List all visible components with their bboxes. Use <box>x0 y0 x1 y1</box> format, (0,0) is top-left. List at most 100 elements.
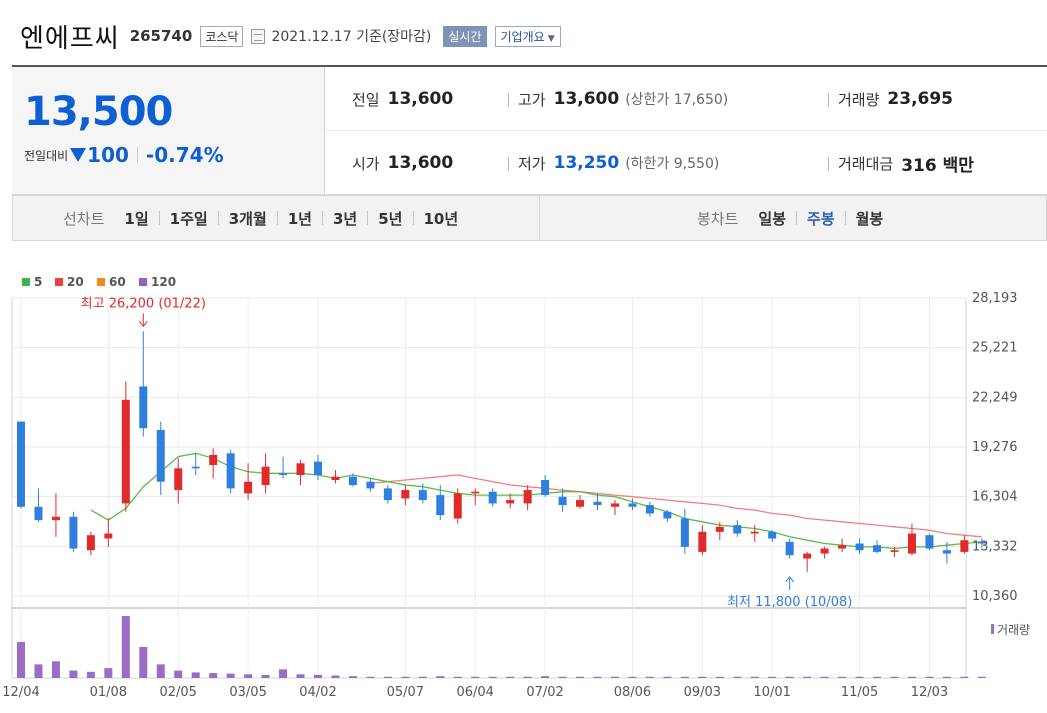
candle-body <box>244 481 253 494</box>
tab-3m[interactable]: 3개월 <box>228 209 267 228</box>
candle-body <box>925 535 934 549</box>
volume-bar <box>244 674 253 678</box>
volume-bar <box>803 676 812 678</box>
legend-label: 120 <box>151 275 176 289</box>
x-tick-label: 12/03 <box>911 685 948 700</box>
candle-body <box>733 525 742 534</box>
volume-bar <box>17 642 25 678</box>
volume-bar <box>366 676 375 678</box>
volume-bar <box>576 676 585 678</box>
realtime-button[interactable]: 실시간 <box>443 25 487 47</box>
tab-daily[interactable]: 일봉 <box>758 209 787 228</box>
divider <box>158 211 160 225</box>
tab-10y[interactable]: 10년 <box>423 209 459 228</box>
tab-weekly[interactable]: 주봉 <box>807 209 835 228</box>
volume-bar <box>680 676 689 678</box>
line-chart-tabs: 선차트 1일 1주일 3개월 1년 3년 5년 10년 <box>63 196 458 240</box>
volume-bar <box>698 676 707 678</box>
volume-bar <box>86 671 95 678</box>
volume-bar <box>925 676 934 678</box>
tab-1w[interactable]: 1주일 <box>169 209 208 228</box>
candle-body <box>366 481 375 489</box>
candle-body <box>86 535 95 551</box>
basis-text: 기준(장마감) <box>356 29 432 45</box>
tab-3y[interactable]: 3년 <box>333 209 358 228</box>
divider <box>276 211 278 225</box>
divider <box>136 147 138 163</box>
open-price: 시가 13,600 <box>352 131 453 195</box>
tab-1d[interactable]: 1일 <box>124 209 149 228</box>
candle-body <box>17 421 25 507</box>
price-chart: 28,193 25,221 22,249 19,276 16,304 13,332 10,3… <box>2 275 1030 700</box>
quote-cells: 전일 13,600 고가 13,600 (상한가 17,650) 거래량 23,… <box>326 67 1047 195</box>
volume-bar <box>279 669 288 678</box>
x-tick-label: 05/07 <box>387 685 424 700</box>
company-info-button[interactable]: 기업개요 ▼ <box>494 25 561 47</box>
volume-bar <box>873 676 882 678</box>
volume-bar <box>34 664 43 678</box>
volume-bar <box>261 674 270 678</box>
candle-body <box>104 533 113 539</box>
volume-bar <box>541 676 550 678</box>
volume-bar <box>191 672 200 678</box>
candle-body <box>209 454 218 465</box>
candle-body <box>977 541 986 544</box>
volume-bar <box>488 676 497 678</box>
candle-body <box>680 518 689 547</box>
tab-5y[interactable]: 5년 <box>378 209 403 228</box>
max-arrow-head <box>138 320 148 328</box>
volume-legend-label: 거래량 <box>997 623 1030 637</box>
y-tick-label: 22,249 <box>972 390 1018 405</box>
x-tick-label: 01/08 <box>90 685 127 700</box>
divider <box>508 157 509 171</box>
open-value: 13,600 <box>387 153 454 173</box>
candle-body <box>261 466 270 486</box>
volume-bar <box>610 676 619 678</box>
amount-label: 거래대금 <box>838 154 894 173</box>
volume-bar <box>348 676 357 678</box>
candle-body <box>698 531 707 552</box>
x-tick-label: 06/04 <box>456 685 493 700</box>
prev-label: 전일 <box>352 90 380 109</box>
legend-swatch <box>22 278 30 286</box>
company-info-label: 기업개요 <box>500 29 545 44</box>
tab-1y[interactable]: 1년 <box>287 209 312 228</box>
volume-bar <box>977 676 986 678</box>
volume-bar <box>593 676 602 678</box>
volume-bar <box>121 616 130 678</box>
volume-bar <box>436 676 445 678</box>
candle-body <box>226 453 235 489</box>
min-annotation: 최저 11,800 (10/08) <box>727 595 852 610</box>
high-label: 고가 <box>518 90 546 109</box>
y-tick-label: 10,360 <box>972 589 1018 604</box>
tab-monthly[interactable]: 월봉 <box>855 209 884 228</box>
volume-bar <box>523 676 532 678</box>
volume-bar <box>890 676 899 678</box>
candle-body <box>471 491 480 494</box>
candle-body <box>942 550 951 554</box>
volume-bar <box>768 676 777 678</box>
candle-body <box>610 503 619 507</box>
high-price: 고가 13,600 (상한가 17,650) <box>518 67 728 131</box>
candle-body <box>69 516 78 549</box>
volume-bar <box>156 664 165 678</box>
quote-panel: 13,500 전일대비 100 -0.74% 전일 13,600 고가 13,6… <box>12 65 1047 195</box>
divider <box>412 211 414 225</box>
candle-body <box>785 541 794 556</box>
stock-header: 엔에프씨 265740 코스닥 2021.12.17 기준(장마감) 실시간 기… <box>20 18 561 54</box>
divider <box>796 211 798 225</box>
legend-swatch <box>55 278 63 286</box>
volume-stat: 거래량 23,695 <box>838 67 953 131</box>
ma20-path <box>370 474 982 538</box>
prev-value: 13,600 <box>387 89 454 109</box>
chart-tabbar: 선차트 1일 1주일 3개월 1년 3년 5년 10년 봉차트 일봉 주봉 월봉 <box>12 195 1047 241</box>
x-tick-label: 02/05 <box>159 685 196 700</box>
candle-body <box>628 503 637 507</box>
candle-body <box>453 493 462 519</box>
divider <box>508 93 509 107</box>
y-tick-label: 13,332 <box>972 539 1018 554</box>
down-triangle-icon <box>70 148 87 162</box>
market-badge: 코스닥 <box>200 25 244 47</box>
candle-body <box>576 500 585 507</box>
x-tick-label: 07/02 <box>526 685 563 700</box>
